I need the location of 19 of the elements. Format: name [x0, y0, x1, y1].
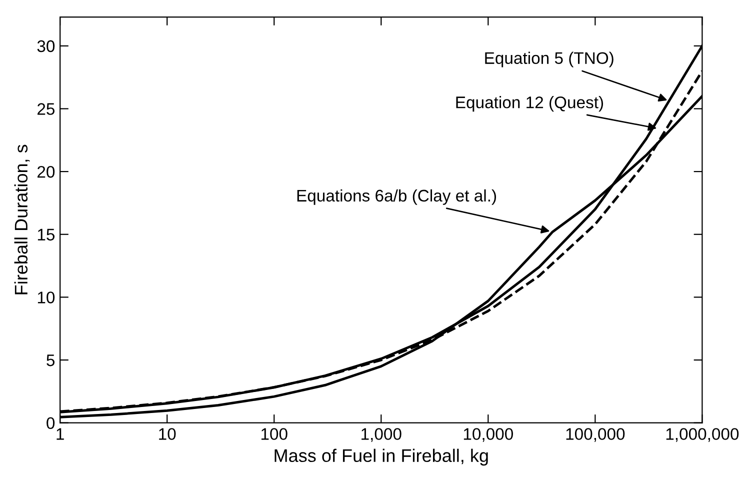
x-tick-label: 1,000,000: [666, 428, 739, 442]
x-axis-title: Mass of Fuel in Fireball, kg: [274, 448, 488, 466]
annotation: Equations 6a/b (Clay et al.): [297, 189, 496, 205]
x-tick-label: 100,000: [566, 428, 625, 442]
y-axis-title: Fireball Duration, s: [14, 144, 30, 294]
y-tick-label: 25: [38, 103, 55, 115]
y-tick-label: 10: [38, 292, 55, 304]
y-tick-label: 15: [38, 228, 55, 241]
annotation: Equation 12 (Quest): [456, 96, 604, 112]
y-tick-label: 0: [46, 417, 55, 430]
y-tick-label: 5: [46, 354, 55, 366]
y-tick-label: 20: [38, 166, 55, 178]
x-tick-label: 100: [261, 428, 288, 440]
x-tick-label: 10: [159, 428, 176, 440]
annotation: Equation 5 (TNO): [485, 52, 614, 68]
x-tick-label: 10,000: [464, 428, 513, 442]
y-tick-label: 30: [37, 40, 55, 52]
x-tick-label: 1,000: [362, 428, 402, 442]
x-tick-label: 1: [56, 428, 64, 440]
